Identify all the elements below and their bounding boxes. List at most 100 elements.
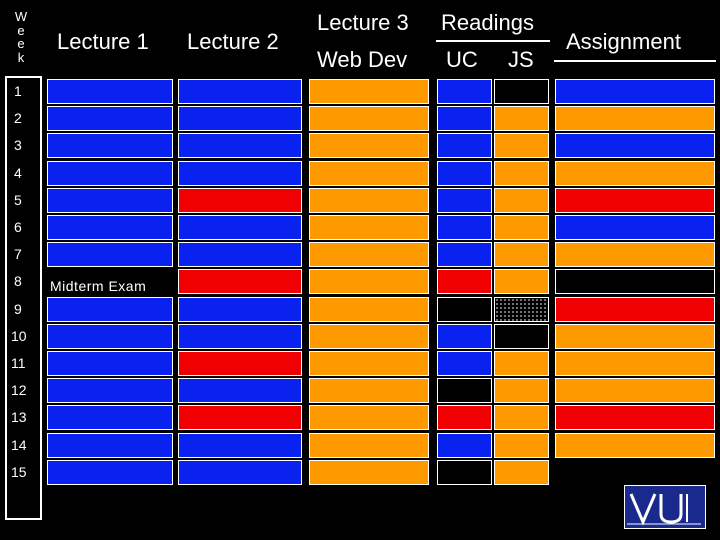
web-dev-cell (309, 432, 429, 458)
assignment-cell (555, 106, 715, 132)
web-dev-cell (309, 215, 429, 240)
lecture2-cell (178, 242, 302, 268)
lecture2-cell (178, 160, 302, 186)
js-cell (494, 323, 549, 349)
lecture2-cell (178, 323, 302, 349)
js-header: JS (508, 47, 534, 72)
js-cell (494, 269, 549, 295)
lecture1-cell (47, 133, 173, 159)
assignment-cell (555, 432, 715, 458)
js-cell (494, 79, 549, 104)
week-number: 6 (14, 219, 22, 235)
uc-cell (437, 79, 492, 104)
readings-header: Readings (441, 10, 534, 35)
lecture1-cell (47, 378, 173, 404)
vu-logo-mark (627, 493, 701, 526)
assignment-cell (555, 160, 715, 186)
uc-cell (437, 378, 492, 404)
lecture2-cell (178, 133, 302, 159)
js-cell (494, 215, 549, 240)
lecture1-cell (47, 187, 173, 213)
lecture2-cell (178, 432, 302, 458)
assignment-cell (555, 242, 715, 268)
uc-cell (437, 133, 492, 159)
uc-cell (437, 405, 492, 431)
lecture1-cell (47, 215, 173, 240)
assignment-cell (555, 378, 715, 404)
uc-cell (437, 269, 492, 295)
lecture1-cell (47, 459, 173, 485)
web-dev-cell (309, 323, 429, 349)
js-cell (494, 133, 549, 159)
lecture2-header: Lecture 2 (187, 29, 279, 54)
week-number: 7 (14, 246, 22, 263)
js-cell (494, 459, 549, 485)
lecture1-cell (47, 242, 173, 268)
week-letter: k (17, 49, 25, 65)
web-dev-cell (309, 79, 429, 104)
uc-cell (437, 187, 492, 213)
lecture1-header: Lecture 1 (57, 29, 149, 54)
lecture2-cell (178, 269, 302, 295)
week-number-column (5, 76, 42, 520)
web-dev-cell (309, 160, 429, 186)
week-number: 3 (14, 137, 22, 154)
assignment-cell (555, 133, 715, 159)
js-cell (494, 296, 549, 322)
lecture2-cell (178, 378, 302, 404)
week-number: 2 (14, 110, 22, 127)
assignment-cell (555, 187, 715, 213)
lecture2-cell (178, 296, 302, 322)
lecture1-cell (47, 79, 173, 104)
lecture2-cell (178, 106, 302, 132)
vu-logo (624, 485, 706, 529)
assignment-divider (554, 60, 716, 62)
js-cell (494, 432, 549, 458)
week-number: 14 (11, 436, 27, 453)
week-letter: e (17, 22, 25, 38)
web-dev-cell (309, 405, 429, 431)
uc-cell (437, 242, 492, 268)
week-letter: e (17, 36, 25, 51)
midterm-exam-label: Midterm Exam (48, 276, 172, 296)
assignment-cell (555, 79, 715, 104)
lecture1-cell (47, 432, 173, 458)
web-dev-cell (309, 187, 429, 213)
lecture1-cell (47, 405, 173, 431)
week-number: 4 (14, 164, 22, 181)
uc-cell (437, 323, 492, 349)
assignment-cell (555, 269, 715, 295)
web-dev-cell (309, 296, 429, 322)
web-dev-cell (309, 242, 429, 268)
js-cell (494, 378, 549, 404)
readings-divider (436, 40, 550, 42)
week-number: 5 (14, 191, 22, 208)
week-number: 11 (11, 355, 26, 371)
web-dev-cell (309, 269, 429, 295)
js-cell (494, 405, 549, 431)
js-cell (494, 351, 549, 376)
week-number: 1 (14, 83, 22, 99)
uc-cell (437, 106, 492, 132)
week-number: 9 (14, 300, 22, 317)
js-cell (494, 160, 549, 186)
lecture1-cell (47, 106, 173, 132)
uc-cell (437, 215, 492, 240)
lecture1-cell (47, 296, 173, 322)
week-number: 10 (11, 327, 27, 344)
lecture2-cell (178, 79, 302, 104)
week-number: 13 (11, 409, 27, 426)
js-cell (494, 242, 549, 268)
uc-cell (437, 459, 492, 485)
lecture1-cell (47, 323, 173, 349)
lecture2-cell (178, 459, 302, 485)
uc-cell (437, 351, 492, 376)
web-dev-cell (309, 133, 429, 159)
week-number: 12 (11, 382, 27, 399)
week-vertical-label: W e e k (8, 10, 34, 64)
lecture2-cell (178, 405, 302, 431)
week-number: 8 (14, 273, 22, 290)
uc-cell (437, 432, 492, 458)
week-letter: W (14, 9, 28, 24)
week-number: 15 (11, 463, 27, 480)
